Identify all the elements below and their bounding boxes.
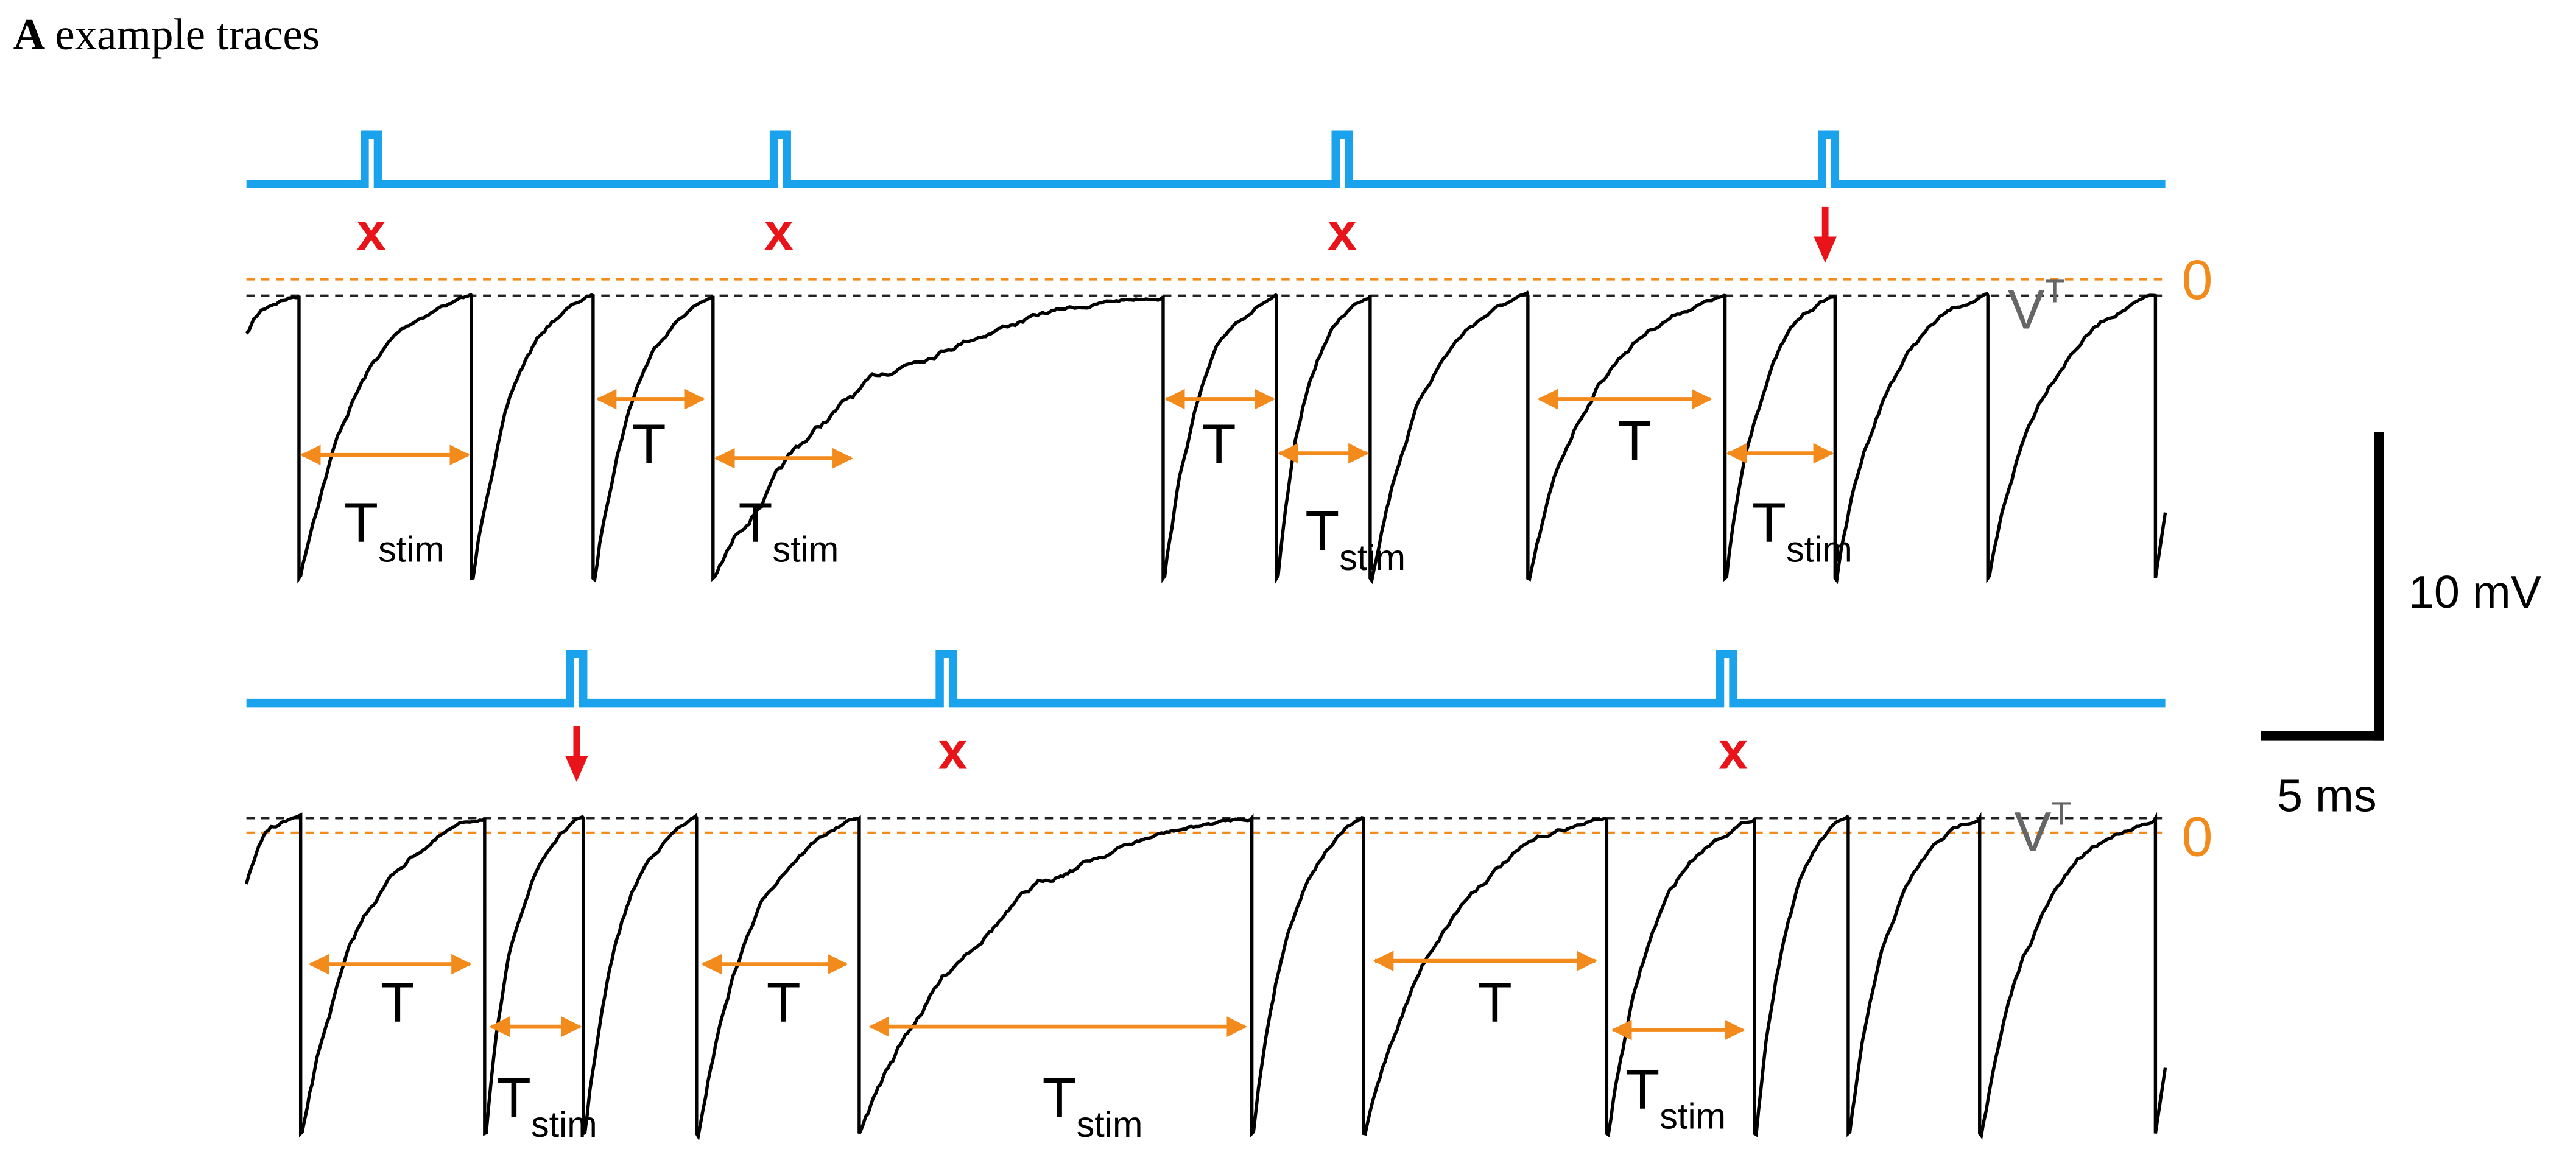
stim-success-arrow	[1814, 206, 1837, 263]
stim-fail-marker: x	[938, 722, 968, 781]
interval-symbol: T	[381, 972, 415, 1034]
stim-fail-marker: x	[357, 203, 386, 261]
interval-symbol: T	[1617, 410, 1652, 472]
interval-symbol: T	[1305, 501, 1339, 563]
interval-label: Tstim	[1043, 1067, 1143, 1144]
interval-subscript: stim	[1339, 537, 1406, 578]
interval-subscript: stim	[1077, 1104, 1143, 1145]
interval-symbol: T	[1043, 1067, 1077, 1129]
interval-subscript: stim	[1786, 529, 1853, 570]
interval-label: Tstim	[1625, 1059, 1726, 1136]
interval-subscript: stim	[378, 529, 445, 570]
stim-fail-marker: x	[764, 203, 794, 261]
interval-symbol: T	[1752, 492, 1786, 554]
zero-label: 0	[2182, 806, 2213, 868]
interval-symbol: T	[1478, 972, 1512, 1034]
threshold-superscript: T	[2052, 795, 2072, 832]
stim-success-arrow	[565, 726, 588, 782]
interval-label: Tstim	[497, 1067, 597, 1144]
interval-label: T	[767, 972, 801, 1034]
interval-subscript: stim	[1659, 1095, 1726, 1136]
interval-subscript: stim	[531, 1104, 597, 1145]
stimulus-trace	[246, 649, 2166, 708]
threshold-symbol: V	[2008, 279, 2045, 341]
interval-label: T	[381, 972, 415, 1034]
interval-label: Tstim	[344, 492, 445, 569]
panel-letter: A	[13, 10, 46, 59]
interval-symbol: T	[344, 492, 378, 554]
voltage-trace	[245, 812, 2167, 1141]
stimulus-trace	[246, 130, 2166, 188]
interval-label: T	[1617, 410, 1652, 472]
threshold-symbol: V	[2014, 801, 2051, 863]
stim-fail-marker: x	[1719, 722, 1748, 781]
interval-symbol: T	[767, 972, 801, 1034]
interval-label: Tstim	[1305, 501, 1406, 578]
threshold-superscript: T	[2045, 273, 2065, 309]
interval-symbol: T	[497, 1067, 531, 1129]
interval-label: T	[1478, 972, 1512, 1034]
interval-symbol: T	[739, 492, 773, 554]
interval-symbol: T	[632, 413, 666, 476]
voltage-trace	[245, 290, 2167, 585]
threshold-label: VT	[2008, 273, 2065, 340]
interval-label: Tstim	[739, 492, 839, 569]
scale-label-time: 5 ms	[2277, 771, 2377, 822]
interval-symbol: T	[1625, 1059, 1659, 1121]
scale-label-voltage: 10 mV	[2409, 567, 2542, 618]
interval-label: T	[1202, 413, 1236, 476]
threshold-label: VT	[2014, 795, 2071, 863]
interval-label: T	[632, 413, 666, 476]
zero-label: 0	[2182, 249, 2213, 311]
panel-caption: example traces	[55, 10, 320, 59]
interval-subscript: stim	[773, 529, 839, 570]
stim-fail-marker: x	[1328, 203, 1357, 261]
interval-label: Tstim	[1752, 492, 1853, 569]
interval-symbol: T	[1202, 413, 1236, 476]
